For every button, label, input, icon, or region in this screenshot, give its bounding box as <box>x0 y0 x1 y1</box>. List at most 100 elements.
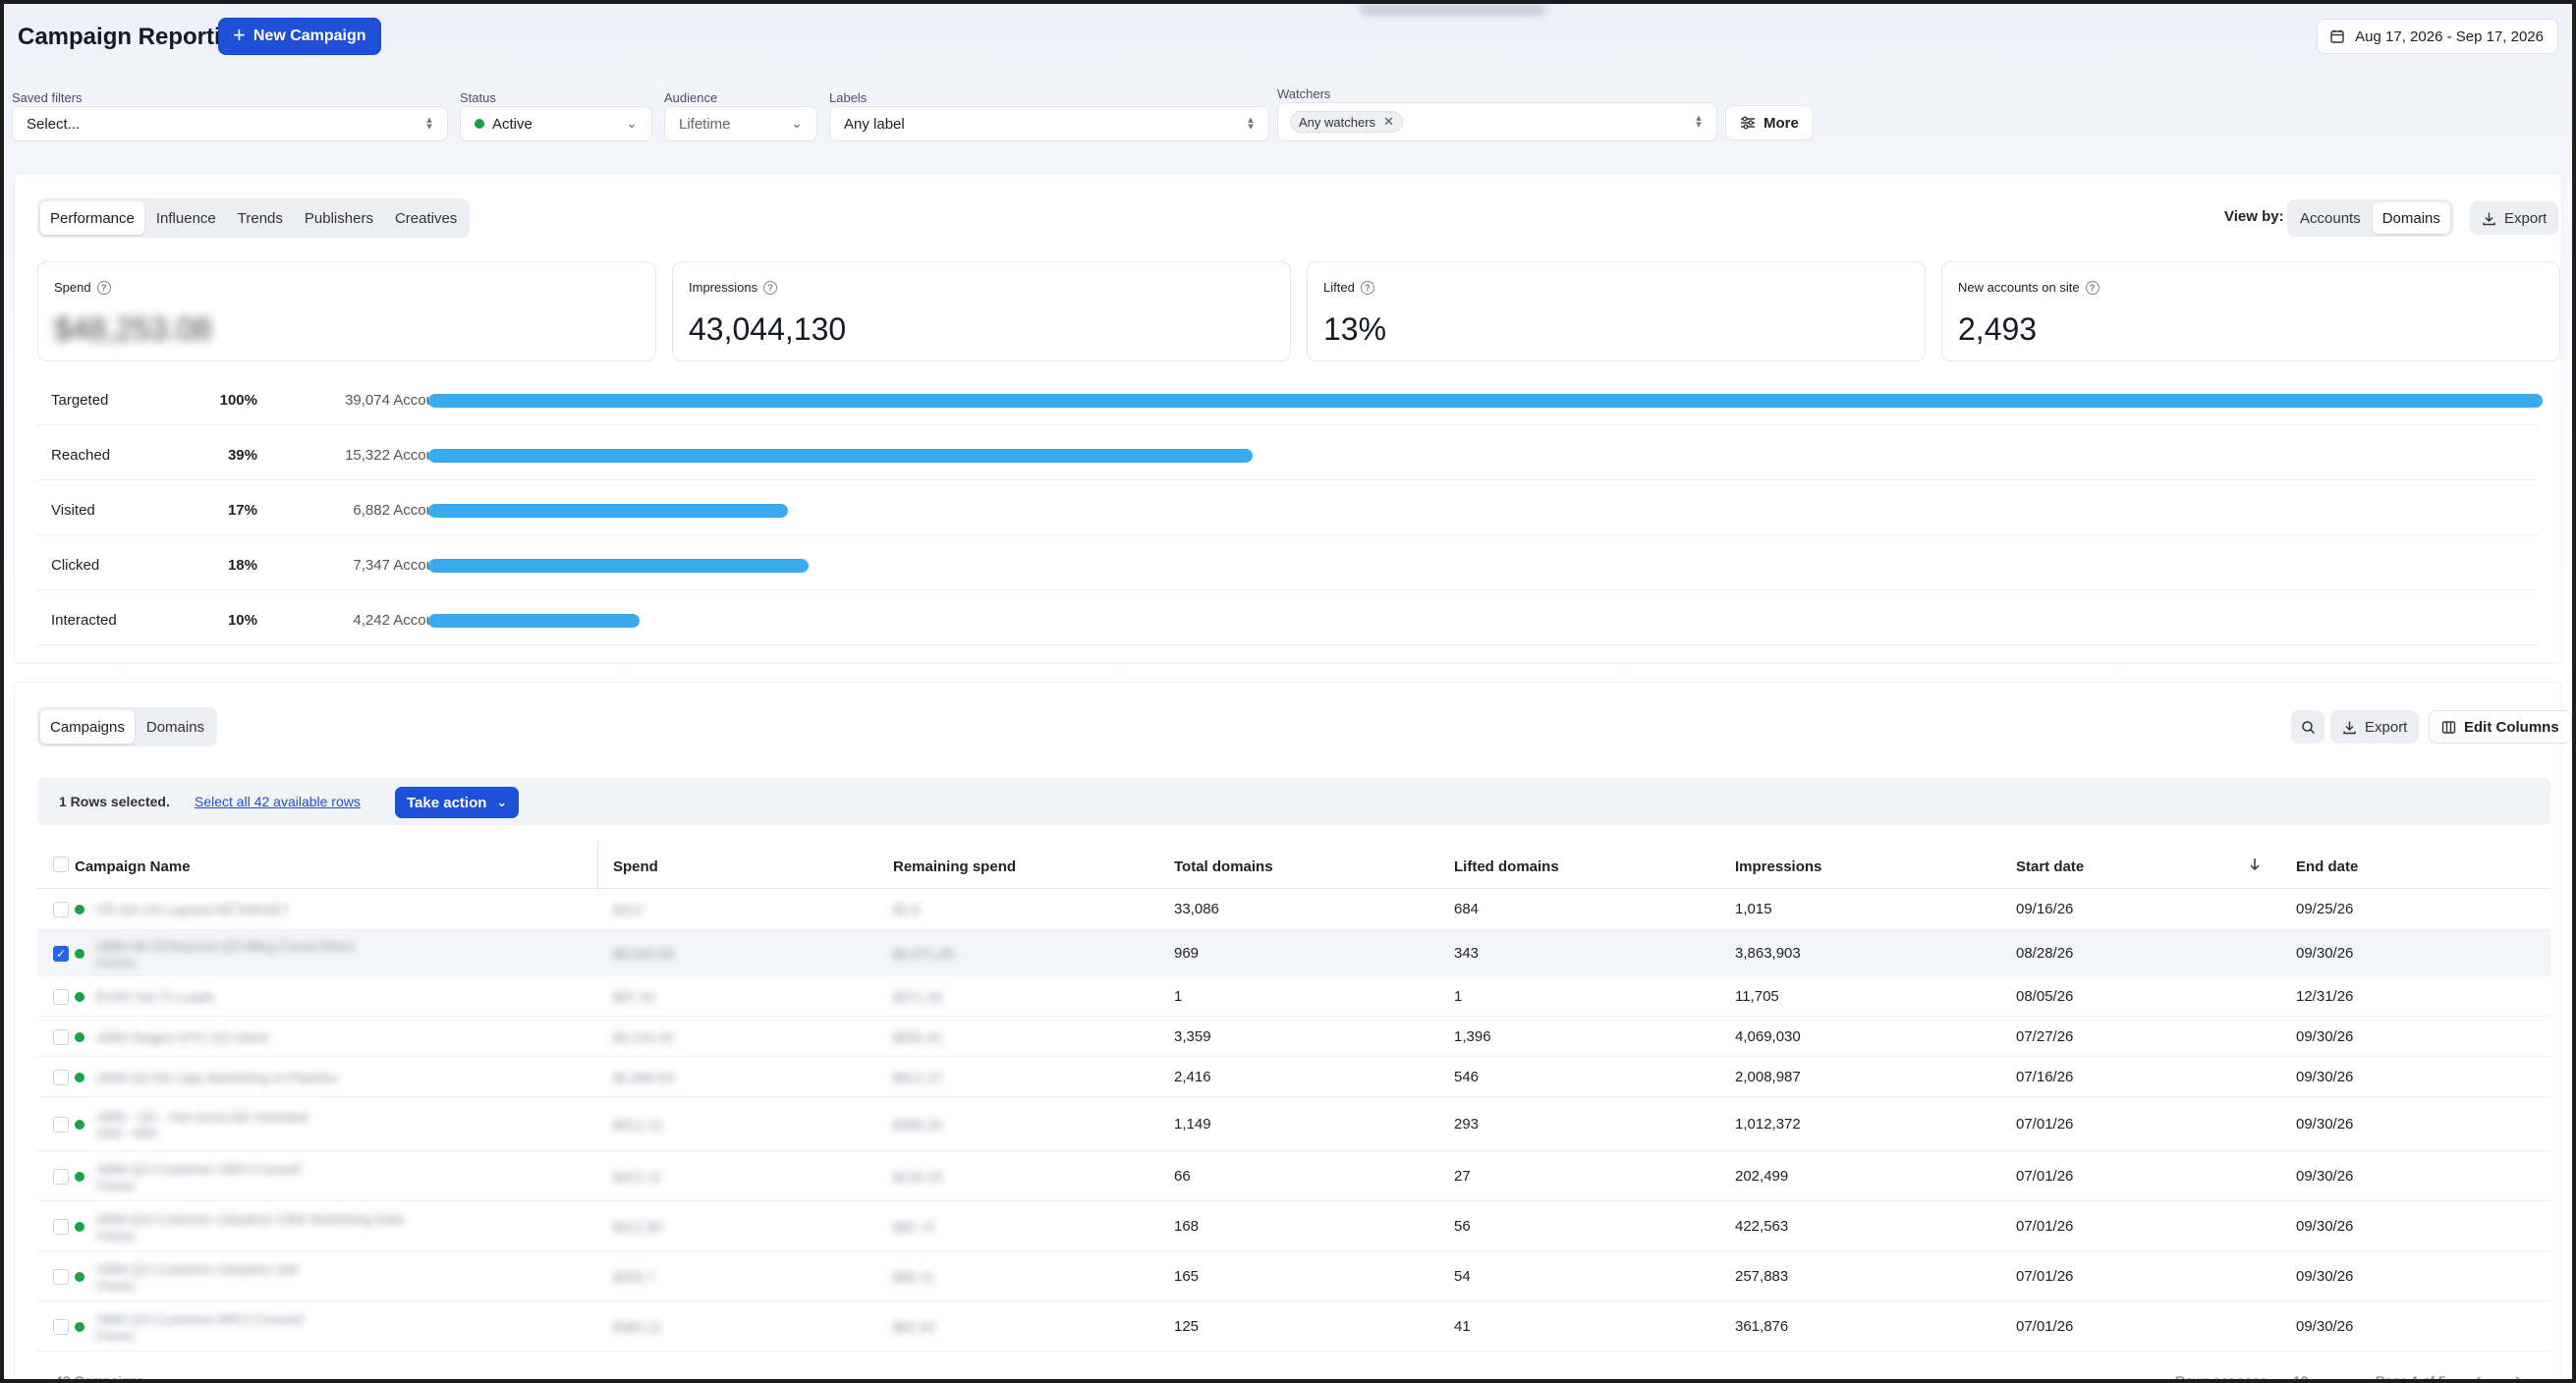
active-status-dot <box>75 1172 84 1182</box>
table-row[interactable]: ✓ ABM-NA-Enterprise-Q3-Mktg-Cloud-Intent D… <box>37 930 2550 976</box>
next-page-icon[interactable]: › <box>2515 1371 2521 1383</box>
question-circle-icon[interactable]: ? <box>96 280 111 295</box>
row-checkbox[interactable] <box>53 989 69 1005</box>
tab-domains[interactable]: Domains <box>145 718 205 736</box>
cell-spend: $8,640.68 <box>613 946 675 962</box>
status-select[interactable]: Active ⌄ <box>460 106 652 141</box>
audience-label: Audience <box>664 90 718 105</box>
table-row[interactable]: ABM-Q3-Customer-WEX-Crossell Display $383.… <box>37 1301 2550 1352</box>
audience-select[interactable]: Lifetime ⌄ <box>664 106 817 141</box>
watchers-label: Watchers <box>1277 86 1331 101</box>
cell-spend: $97.33 <box>613 989 655 1005</box>
campaign-name[interactable]: EVNT-NA-TI-Leads <box>96 989 215 1005</box>
updown-chevron-icon: ▴ ▾ <box>1696 112 1702 131</box>
edit-columns-label: Edit Columns <box>2464 718 2559 736</box>
active-status-dot <box>75 1272 84 1282</box>
cell-end: 09/30/26 <box>2296 1116 2354 1133</box>
tab-trends[interactable]: Trends <box>237 209 283 227</box>
campaign-name[interactable]: ABM-Q3-NA-Opp-Marketing-In-Pipeline <box>96 1070 338 1085</box>
tab-creatives[interactable]: Creatives <box>394 209 458 227</box>
labels-select[interactable]: Any label ▴ ▾ <box>829 106 1269 141</box>
chevron-down-icon: ⌄ <box>626 115 638 131</box>
cell-impressions: 257,883 <box>1735 1268 1789 1285</box>
table-row[interactable]: EVNT-NA-TI-Leads $97.33 $371.32 1 1 11,705 08/… <box>37 976 2550 1017</box>
cell-lifted: 56 <box>1454 1218 1471 1235</box>
arrow-down-icon[interactable] <box>2248 857 2262 872</box>
watchers-select[interactable]: Any watchers ✕ ▴ ▾ <box>1277 102 1717 141</box>
column-header-total-domains[interactable]: Total domains <box>1174 858 1273 875</box>
table-row[interactable]: ABM-Q3-Customer-Adoption-CBN-Marketing-D… <box>37 1201 2550 1251</box>
row-checkbox[interactable] <box>53 1219 69 1235</box>
new-campaign-button[interactable]: + New Campaign <box>218 18 381 55</box>
row-checkbox[interactable] <box>53 1117 69 1133</box>
row-checkbox[interactable]: ✓ <box>53 946 69 962</box>
performance-export-button[interactable]: Export <box>2470 201 2559 235</box>
select-all-link[interactable]: Select all 42 available rows <box>195 794 361 809</box>
funnel-stage-label: Targeted <box>51 392 109 409</box>
cell-start: 07/01/26 <box>2016 1268 2074 1285</box>
active-status-dot <box>75 1073 84 1082</box>
more-filters-button[interactable]: More <box>1725 105 1814 140</box>
column-header-remaining-spend[interactable]: Remaining spend <box>893 858 1017 875</box>
table-row[interactable]: ABM-Q3-NA-Opp-Marketing-In-Pipeline $2,88… <box>37 1057 2550 1097</box>
view-by-accounts[interactable]: Accounts <box>2300 209 2361 227</box>
previous-page-icon[interactable]: ‹ <box>2476 1371 2482 1383</box>
export-label: Export <box>2504 209 2548 227</box>
column-header-end-date[interactable]: End date <box>2296 858 2359 875</box>
active-status-dot <box>75 1222 84 1232</box>
table-row[interactable]: FR-Q3-US-Lapsed-RETARGET $112 $3.8 33,086 68… <box>37 888 2550 930</box>
table-export-button[interactable]: Export <box>2330 710 2420 744</box>
question-circle-icon[interactable]: ? <box>2085 280 2100 295</box>
campaign-subtitle: Display <box>96 1329 136 1343</box>
take-action-button[interactable]: Take action ⌄ <box>395 787 520 818</box>
campaign-name[interactable]: FR-Q3-US-Lapsed-RETARGET <box>96 902 290 917</box>
question-circle-icon[interactable]: ? <box>763 280 778 295</box>
campaign-name[interactable]: ABM - Q3 - Hot-Accts-B2-Intended <box>96 1109 308 1125</box>
column-header-start-date[interactable]: Start date <box>2016 858 2085 875</box>
tab-performance[interactable]: Performance <box>40 201 144 235</box>
column-header-spend[interactable]: Spend <box>613 858 658 875</box>
funnel-bar <box>428 394 2543 408</box>
campaign-name[interactable]: ABM-Q3-Customer-Adoption-CBN-Marketing-D… <box>96 1211 405 1227</box>
column-header-impressions[interactable]: Impressions <box>1735 858 1822 875</box>
date-range-picker[interactable]: Aug 17, 2026 - Sep 17, 2026 <box>2317 19 2558 54</box>
tab-publishers[interactable]: Publishers <box>304 209 373 227</box>
close-icon[interactable]: ✕ <box>1383 114 1394 129</box>
row-checkbox[interactable] <box>53 1319 69 1335</box>
row-checkbox[interactable] <box>53 1269 69 1285</box>
cell-lifted: 1,396 <box>1454 1028 1491 1045</box>
row-checkbox[interactable] <box>53 1169 69 1185</box>
campaign-name[interactable]: ABM-Q3-Customer-WEX-Crossell <box>96 1311 304 1327</box>
cell-total-domains: 168 <box>1174 1218 1200 1235</box>
saved-filters-value: Select... <box>27 115 81 133</box>
watchers-chip[interactable]: Any watchers ✕ <box>1290 111 1403 133</box>
column-resize-handle[interactable] <box>597 841 598 890</box>
tab-influence[interactable]: Influence <box>155 209 216 227</box>
edit-columns-button[interactable]: Edit Columns <box>2429 710 2572 744</box>
table-row[interactable]: ABM-Q3-Customer-Adoption-Std Display $305.… <box>37 1251 2550 1301</box>
view-by-domains[interactable]: Domains <box>2372 202 2450 234</box>
table-row[interactable]: ABM - Q3 - Hot-Accts-B2-Intended ABM - AB… <box>37 1097 2550 1151</box>
metric-card-impressions: Impressions ? 43,044,130 <box>672 261 1291 361</box>
row-checkbox[interactable] <box>53 902 69 917</box>
rows-per-page-select[interactable]: 10 <box>2293 1373 2309 1383</box>
active-status-dot <box>75 905 84 914</box>
table-row[interactable]: ABM-Q3-Customer-XBN-Crossell Display $222.… <box>37 1151 2550 1201</box>
table-row[interactable]: ABM-Stages-NYC-Q3-Intent $4,219.32 $850.41… <box>37 1017 2550 1057</box>
table-search-button[interactable] <box>2291 710 2324 744</box>
campaign-name[interactable]: ABM-Stages-NYC-Q3-Intent <box>96 1029 269 1045</box>
cell-remaining: $812.37 <box>893 1070 943 1085</box>
column-header-campaign-name[interactable]: Campaign Name <box>75 858 191 875</box>
campaign-name[interactable]: ABM-Q3-Customer-Adoption-Std <box>96 1261 298 1277</box>
tab-campaigns[interactable]: Campaigns <box>40 710 135 744</box>
row-checkbox[interactable] <box>53 1070 69 1085</box>
saved-filters-select[interactable]: Select... ▴ ▾ <box>12 106 448 141</box>
campaign-name[interactable]: ABM-NA-Enterprise-Q3-Mktg-Cloud-Intent <box>96 938 355 954</box>
table-header-divider <box>37 888 2550 889</box>
row-checkbox[interactable] <box>53 1029 69 1045</box>
funnel-stage-percent: 100% <box>219 392 257 409</box>
campaign-name[interactable]: ABM-Q3-Customer-XBN-Crossell <box>96 1161 301 1177</box>
select-all-checkbox[interactable] <box>53 857 69 872</box>
question-circle-icon[interactable]: ? <box>1360 280 1374 295</box>
column-header-lifted-domains[interactable]: Lifted domains <box>1454 858 1559 875</box>
